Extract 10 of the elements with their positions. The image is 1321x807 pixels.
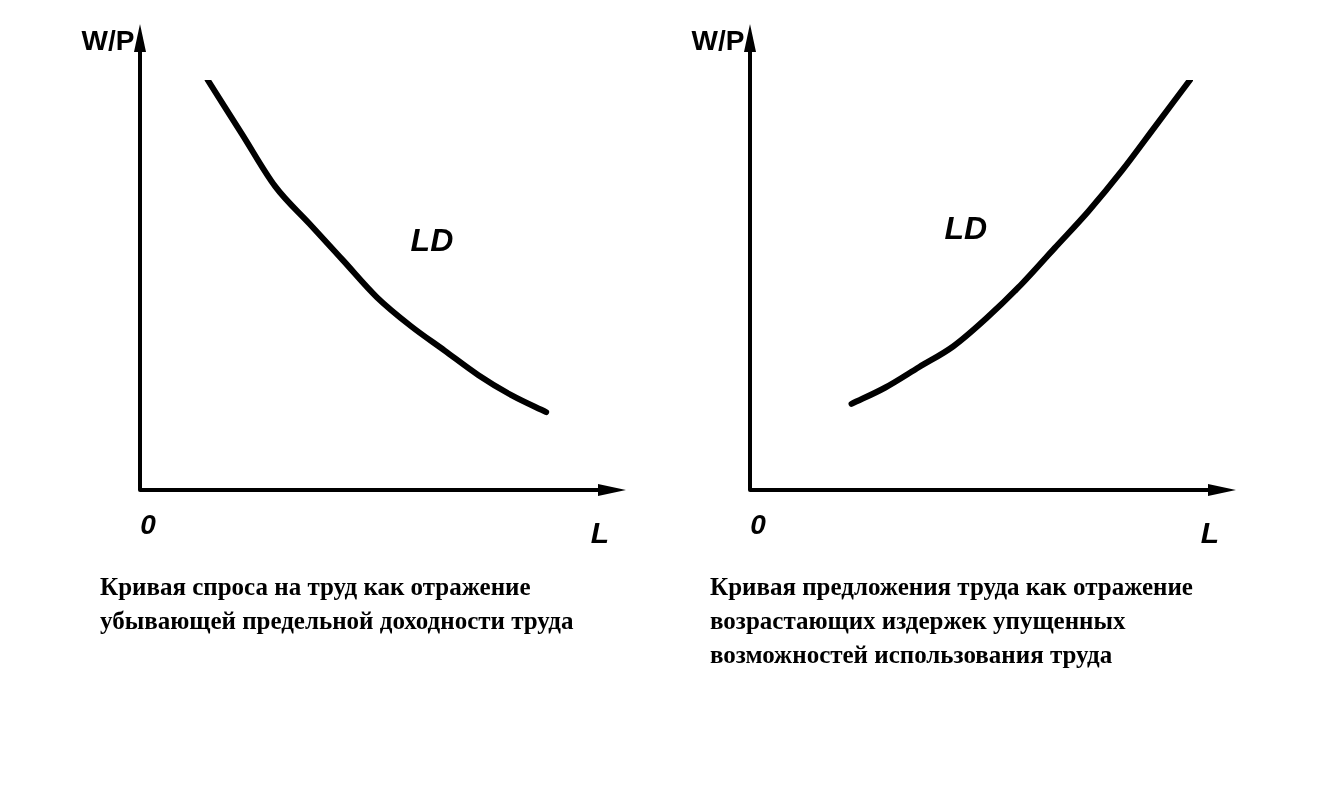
y-axis-title: W/P — [691, 25, 745, 56]
text: Кривая предложения труда как отражение возрастающих издержек упущенных возможностей использования труда — [710, 572, 1194, 670]
x-axis-title: L — [590, 516, 610, 550]
text: Кривая спроса на труд как отражение убывающей предельной доходности труда — [100, 572, 575, 636]
text: 0 — [140, 508, 157, 540]
y-axis-title: W/P — [81, 25, 135, 56]
x-axis-title: L — [1200, 516, 1220, 550]
series-label: LD — [410, 222, 454, 259]
text: 0 — [750, 508, 767, 540]
series-label: LD — [944, 209, 988, 246]
